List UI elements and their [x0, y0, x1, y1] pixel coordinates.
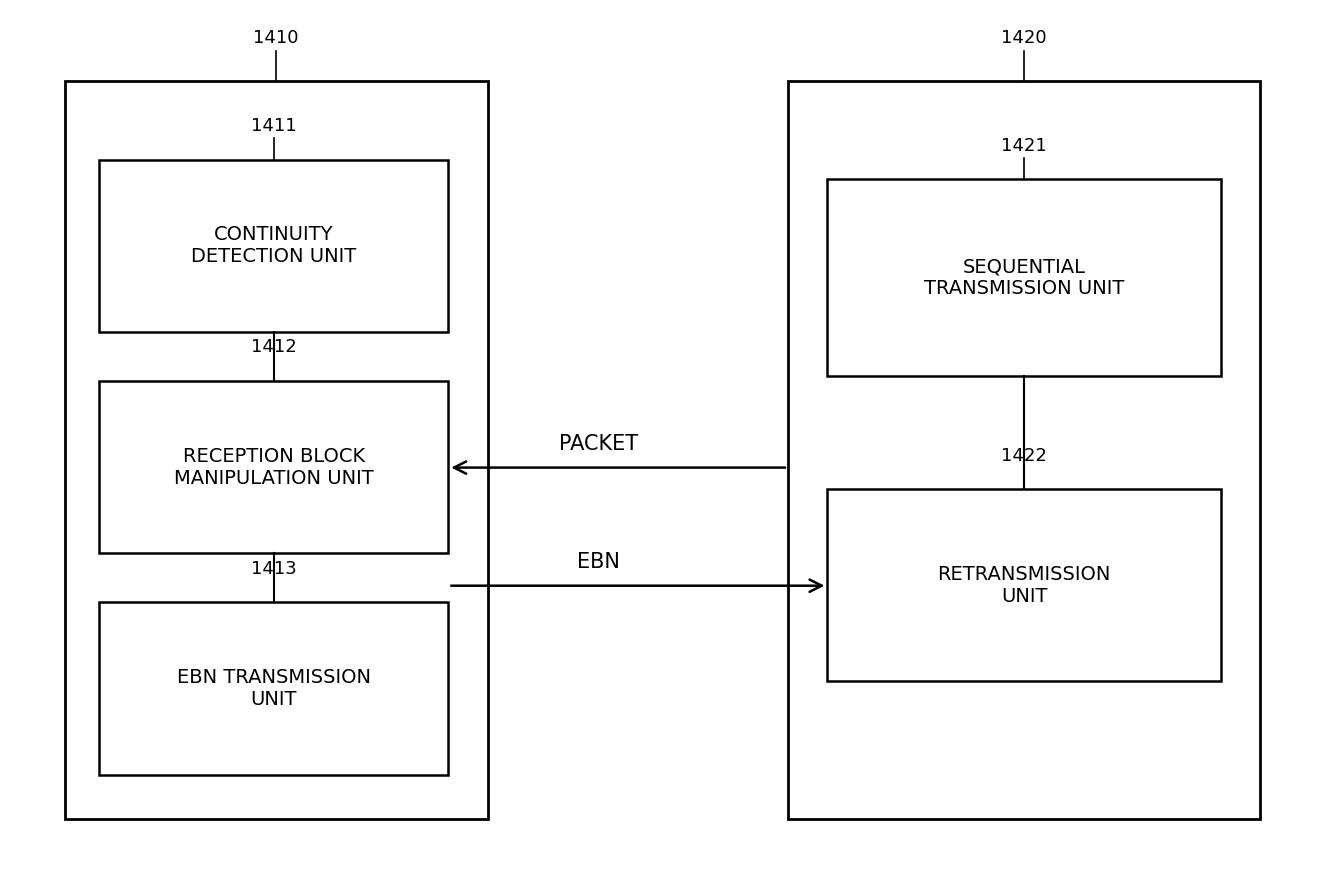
Text: 1412: 1412	[251, 338, 296, 357]
Text: 1411: 1411	[251, 117, 296, 135]
Text: EBN: EBN	[577, 552, 620, 572]
Text: RECEPTION BLOCK
MANIPULATION UNIT: RECEPTION BLOCK MANIPULATION UNIT	[173, 447, 373, 487]
Text: 1421: 1421	[1002, 137, 1046, 155]
Bar	[827, 489, 1221, 681]
Text: 1410: 1410	[254, 29, 299, 48]
Bar	[827, 179, 1221, 376]
Text: 1413: 1413	[251, 560, 296, 577]
Text: PACKET: PACKET	[558, 434, 638, 454]
Bar	[99, 602, 448, 774]
Text: 1420: 1420	[1002, 29, 1046, 48]
Bar	[99, 160, 448, 332]
Text: 1422: 1422	[1002, 447, 1046, 464]
Bar	[65, 80, 488, 819]
Text: RETRANSMISSION
UNIT: RETRANSMISSION UNIT	[938, 565, 1111, 606]
Text: SEQUENTIAL
TRANSMISSION UNIT: SEQUENTIAL TRANSMISSION UNIT	[923, 257, 1125, 298]
Text: CONTINUITY
DETECTION UNIT: CONTINUITY DETECTION UNIT	[191, 225, 356, 266]
Bar	[789, 80, 1261, 819]
Text: EBN TRANSMISSION
UNIT: EBN TRANSMISSION UNIT	[177, 668, 370, 709]
Bar	[99, 381, 448, 554]
